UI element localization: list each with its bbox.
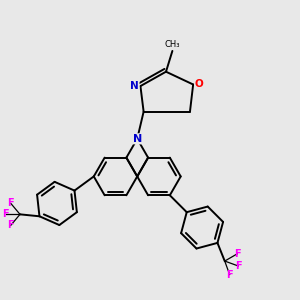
Text: F: F xyxy=(235,261,242,271)
Text: F: F xyxy=(2,209,9,219)
Text: F: F xyxy=(8,198,14,208)
Text: N: N xyxy=(133,134,142,144)
Text: CH₃: CH₃ xyxy=(165,40,180,49)
Text: F: F xyxy=(234,249,241,259)
Text: N: N xyxy=(130,81,139,91)
Text: O: O xyxy=(194,80,203,89)
Text: F: F xyxy=(226,270,233,280)
Text: F: F xyxy=(8,220,14,230)
